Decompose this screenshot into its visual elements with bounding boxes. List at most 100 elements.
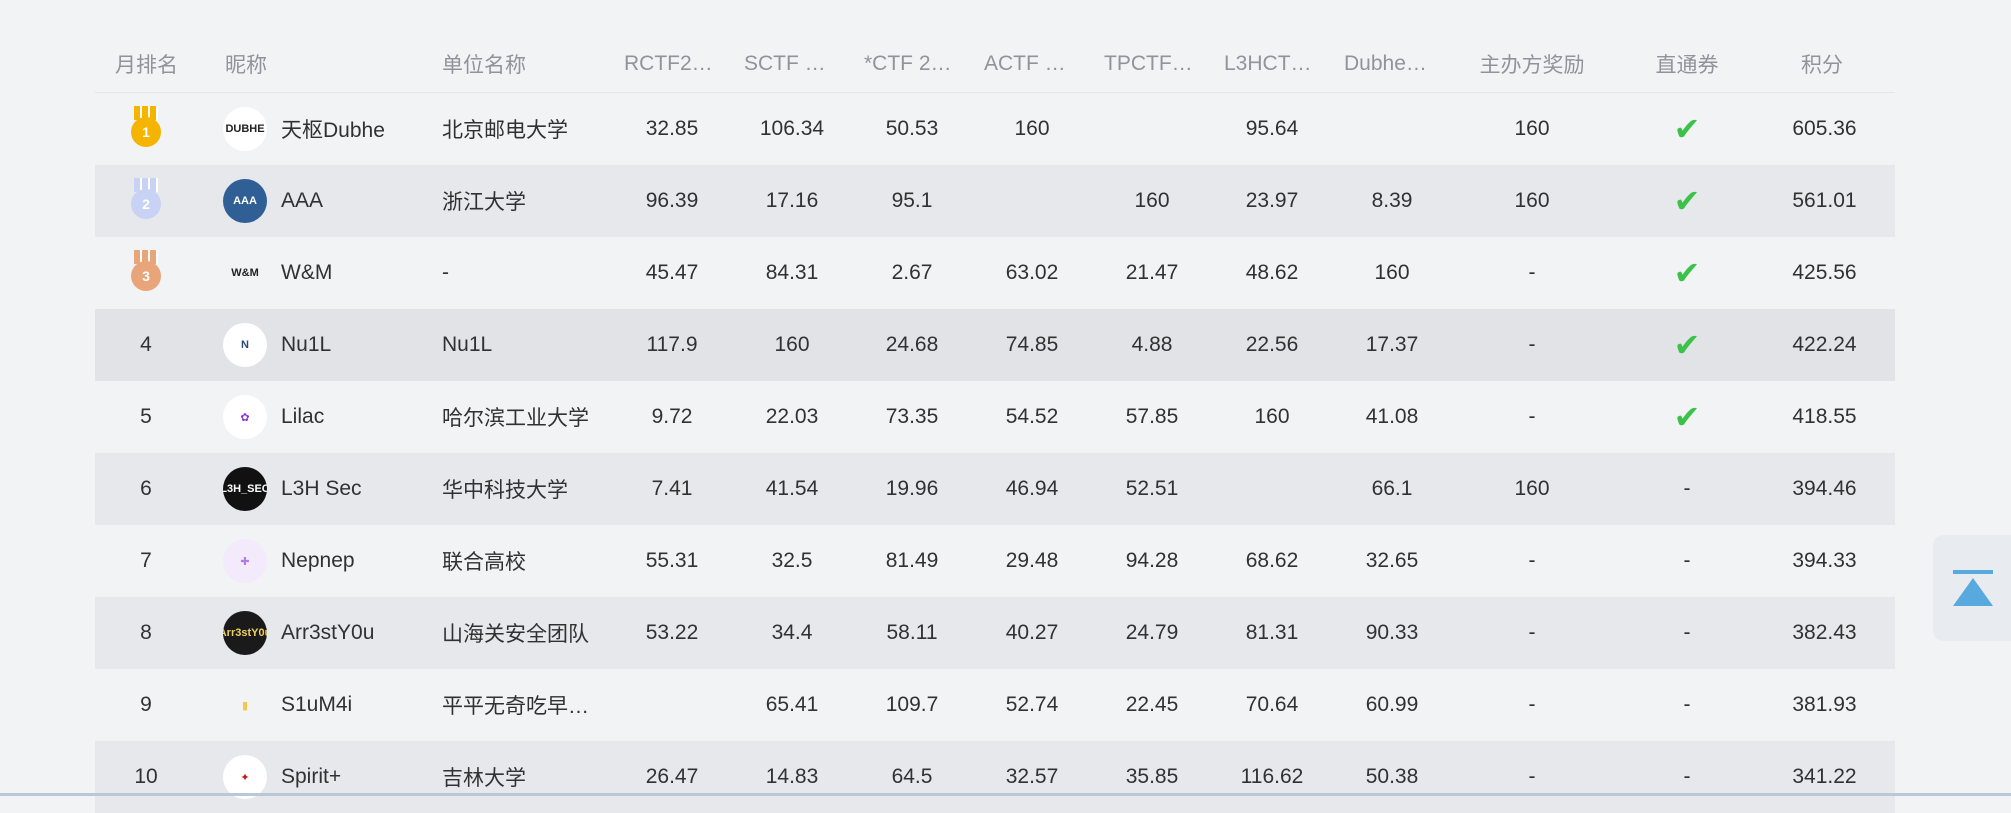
score-cell: 29.48 <box>1005 549 1059 572</box>
header-score-3[interactable]: *CTF 2… <box>864 52 952 75</box>
header-rank[interactable]: 月排名 <box>115 54 178 77</box>
unit-name: 联合高校 <box>442 551 526 574</box>
header-score-7[interactable]: Dubhe… <box>1344 52 1427 75</box>
team-cell[interactable]: ▮ S1uM4i <box>197 683 442 727</box>
check-icon: ✔ <box>1673 256 1701 290</box>
score-cell: 60.99 <box>1365 693 1419 716</box>
award-cell: - <box>1528 765 1536 788</box>
header-nick[interactable]: 昵称 <box>225 54 267 77</box>
score-cell: 106.34 <box>759 117 825 140</box>
team-cell[interactable]: ✦ Spirit+ <box>197 755 442 799</box>
table-row[interactable]: 7 ✚ Nepnep 联合高校 55.31 32.5 81.49 29.48 94.28 68.6… <box>95 525 1895 597</box>
award-cell: - <box>1528 693 1536 716</box>
unit-name: 浙江大学 <box>442 191 526 214</box>
total-score: 422.24 <box>1792 333 1857 356</box>
award-cell: - <box>1528 333 1536 356</box>
team-name[interactable]: Nu1L <box>281 333 332 356</box>
score-cell: 65.41 <box>765 693 819 716</box>
table-row[interactable]: 10 ✦ Spirit+ 吉林大学 26.47 14.83 64.5 32.57 35.85 11… <box>95 741 1895 813</box>
award-cell: - <box>1528 621 1536 644</box>
back-to-top-button[interactable] <box>1933 535 2011 641</box>
table-row[interactable]: 2 AAA AAA 浙江大学 96.39 17.16 95.1 160 23.97 8.39 160… <box>95 165 1895 237</box>
header-total[interactable]: 积分 <box>1801 54 1843 77</box>
score-cell: 63.02 <box>1005 261 1059 284</box>
score-cell: 41.08 <box>1365 405 1419 428</box>
score-cell: 24.68 <box>885 333 939 356</box>
score-cell: 94.28 <box>1125 549 1179 572</box>
score-cell: 34.4 <box>771 621 813 644</box>
check-icon: ✔ <box>1673 328 1701 362</box>
rank-cell: 10 <box>134 765 158 788</box>
team-name[interactable]: W&M <box>281 261 333 284</box>
team-name[interactable]: Spirit+ <box>281 765 342 788</box>
medal-icon: 2 <box>129 178 163 224</box>
score-cell: 160 <box>774 333 810 356</box>
team-cell[interactable]: AAA AAA <box>197 179 442 223</box>
medal-icon: 3 <box>129 250 163 296</box>
table-row[interactable]: 3 W&M W&M - 45.47 84.31 2.67 63.02 21.47 48.62 160… <box>95 237 1895 309</box>
table-row[interactable]: 5 ✿ Lilac 哈尔滨工业大学 9.72 22.03 73.35 54.52 57.85 16… <box>95 381 1895 453</box>
score-cell: 74.85 <box>1005 333 1059 356</box>
score-cell: 22.03 <box>765 405 819 428</box>
score-cell: 81.49 <box>885 549 939 572</box>
avatar: L3H_SEC <box>223 467 267 511</box>
team-cell[interactable]: DUBHE 天枢Dubhe <box>197 107 442 151</box>
pass-cell: ✔ <box>1612 401 1762 434</box>
medal-ribbon <box>134 178 158 192</box>
table-row[interactable]: 6 L3H_SEC L3H Sec 华中科技大学 7.41 41.54 19.96 46.94… <box>95 453 1895 525</box>
avatar: W&M <box>223 251 267 295</box>
score-cell: 73.35 <box>885 405 939 428</box>
avatar: N <box>223 323 267 367</box>
team-cell[interactable]: L3H_SEC L3H Sec <box>197 467 442 511</box>
avatar: ▮ <box>223 683 267 727</box>
score-cell: 22.45 <box>1125 693 1179 716</box>
score-cell: 57.85 <box>1125 405 1179 428</box>
bottom-divider <box>0 793 2011 796</box>
unit-name: 哈尔滨工业大学 <box>442 407 589 430</box>
check-icon: ✔ <box>1673 184 1701 218</box>
header-pass[interactable]: 直通券 <box>1655 54 1719 77</box>
team-cell[interactable]: ✚ Nepnep <box>197 539 442 583</box>
score-cell: 70.64 <box>1245 693 1299 716</box>
table-row[interactable]: 1 DUBHE 天枢Dubhe 北京邮电大学 32.85 106.34 50.53 160 95… <box>95 93 1895 165</box>
score-cell: 95.64 <box>1245 117 1299 140</box>
pass-cell: - <box>1683 693 1691 716</box>
pass-cell: - <box>1683 765 1691 788</box>
team-name[interactable]: Arr3stY0u <box>281 621 375 644</box>
header-unit[interactable]: 单位名称 <box>442 54 526 77</box>
header-score-4[interactable]: ACTF … <box>984 52 1066 75</box>
team-name[interactable]: AAA <box>281 189 324 212</box>
team-cell[interactable]: W&M W&M <box>197 251 442 295</box>
score-cell: 7.41 <box>651 477 693 500</box>
table-row[interactable]: 4 N Nu1L Nu1L 117.9 160 24.68 74.85 4.88 22.56 17.… <box>95 309 1895 381</box>
avatar: ✦ <box>223 755 267 799</box>
score-cell: 41.54 <box>765 477 819 500</box>
total-score: 341.22 <box>1792 765 1857 788</box>
pass-cell: ✔ <box>1612 113 1762 146</box>
header-score-5[interactable]: TPCTF… <box>1104 52 1193 75</box>
table-row[interactable]: 8 Arr3stY0u Arr3stY0u 山海关安全团队 53.22 34.4 58.11… <box>95 597 1895 669</box>
medal-ribbon <box>134 106 158 120</box>
score-cell: 23.97 <box>1245 189 1299 212</box>
team-name[interactable]: L3H Sec <box>281 477 362 500</box>
score-cell: 17.16 <box>765 189 819 212</box>
rank-cell: 3 <box>95 250 197 296</box>
score-cell: 14.83 <box>765 765 819 788</box>
award-cell: 160 <box>1514 117 1550 140</box>
rank-cell: 4 <box>140 333 152 356</box>
team-cell[interactable]: Arr3stY0u Arr3stY0u <box>197 611 442 655</box>
award-cell: - <box>1528 405 1536 428</box>
award-cell: 160 <box>1514 477 1550 500</box>
team-cell[interactable]: N Nu1L <box>197 323 442 367</box>
team-name[interactable]: Nepnep <box>281 549 355 572</box>
team-name[interactable]: S1uM4i <box>281 693 353 716</box>
score-cell: 96.39 <box>645 189 699 212</box>
team-cell[interactable]: ✿ Lilac <box>197 395 442 439</box>
header-score-6[interactable]: L3HCT… <box>1224 52 1312 75</box>
header-award[interactable]: 主办方奖励 <box>1479 54 1585 77</box>
table-row[interactable]: 9 ▮ S1uM4i 平平无奇吃早… 65.41 109.7 52.74 22.45 70.64… <box>95 669 1895 741</box>
header-score-2[interactable]: SCTF … <box>744 52 826 75</box>
team-name[interactable]: 天枢Dubhe <box>281 119 385 142</box>
header-score-1[interactable]: RCTF2… <box>624 52 713 75</box>
team-name[interactable]: Lilac <box>281 405 325 428</box>
